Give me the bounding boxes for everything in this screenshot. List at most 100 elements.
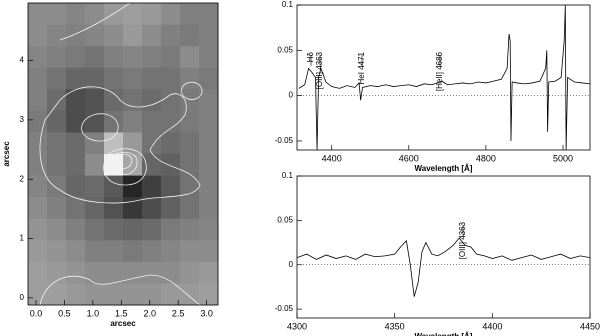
pixel [142, 67, 162, 90]
contours [39, 2, 203, 306]
pixel [142, 283, 162, 306]
pixel [123, 3, 143, 26]
x-tick-label: 5000 [553, 153, 573, 163]
pixel [66, 283, 86, 306]
pixel [123, 218, 143, 241]
pixel [47, 283, 67, 306]
pixel [199, 46, 219, 69]
spectrum-line [298, 5, 590, 150]
pixel [66, 197, 86, 220]
pixel [28, 132, 48, 155]
x-tick-label: 4350 [385, 321, 405, 331]
x-axis-label: arcsec [110, 319, 136, 328]
pixel [161, 3, 181, 26]
contour [59, 2, 131, 41]
pixel [199, 154, 219, 177]
pixel [85, 24, 105, 47]
pixel [28, 218, 48, 241]
pixel [104, 197, 124, 220]
pixel [123, 240, 143, 263]
x-tick-label: 4400 [322, 153, 342, 163]
pixel [161, 89, 181, 112]
y-tick-label: 0 [289, 260, 294, 269]
contour [103, 148, 147, 186]
pixel [104, 240, 124, 263]
contour [181, 81, 203, 100]
pixel [142, 3, 162, 26]
pixel [104, 132, 124, 155]
annotation: Hδ [306, 51, 315, 62]
x-tick-label: 3.0 [200, 308, 213, 318]
pixel [47, 197, 67, 220]
pixel [161, 24, 181, 47]
pixel [142, 132, 162, 155]
x-tick-label: 4600 [399, 153, 419, 163]
pixel [104, 261, 124, 284]
annotation: [HeII] 4686 [435, 51, 444, 91]
y-tick-label: 4 [20, 56, 25, 65]
pixel [161, 67, 181, 90]
pixel [66, 3, 86, 26]
pixel [66, 218, 86, 241]
contour [39, 274, 201, 306]
pixel [104, 218, 124, 241]
heatmap [28, 3, 219, 306]
pixel [104, 175, 124, 198]
pixel [66, 240, 86, 263]
pixel [47, 24, 67, 47]
pixel [85, 89, 105, 112]
pixel [199, 24, 219, 47]
pixel [142, 240, 162, 263]
contour [111, 151, 138, 175]
pixel [180, 175, 200, 198]
x-axis-label: Wavelength [Å] [415, 164, 473, 173]
pixel [123, 154, 143, 177]
contour [114, 153, 133, 169]
pixel [85, 175, 105, 198]
pixel [28, 197, 48, 220]
pixel [104, 283, 124, 306]
pixel [199, 132, 219, 155]
pixel [104, 67, 124, 90]
pixel [199, 3, 219, 26]
plot-frame [296, 4, 591, 151]
pixel [199, 110, 219, 133]
y-tick-label: 0 [20, 293, 25, 302]
pixel [161, 132, 181, 155]
pixel [85, 67, 105, 90]
y-tick-label: 0 [289, 91, 294, 100]
plot-frame [27, 2, 219, 306]
pixel [161, 110, 181, 133]
annotation: HeI 4471 [357, 51, 366, 84]
x-tick-label: 4450 [580, 321, 600, 331]
x-tick-label: 4800 [476, 153, 496, 163]
pixel [180, 218, 200, 241]
pixel [123, 24, 143, 47]
pixel [47, 240, 67, 263]
pixel [123, 67, 143, 90]
y-axis-label: arcsec [2, 141, 11, 167]
pixel [47, 3, 67, 26]
pixel [47, 218, 67, 241]
pixel [47, 46, 67, 69]
pixel [85, 197, 105, 220]
pixel [180, 283, 200, 306]
pixel [199, 89, 219, 112]
pixel [180, 46, 200, 69]
pixel [28, 3, 48, 26]
pixel [28, 240, 48, 263]
pixel [66, 24, 86, 47]
pixel [66, 154, 86, 177]
pixel [142, 218, 162, 241]
pixel [85, 46, 105, 69]
pixel [161, 240, 181, 263]
pixel [47, 89, 67, 112]
pixel [47, 67, 67, 90]
pixel [123, 261, 143, 284]
pixel [199, 197, 219, 220]
pixel [66, 67, 86, 90]
pixel [123, 283, 143, 306]
y-tick-label: -0.05 [275, 304, 294, 313]
pixel [104, 46, 124, 69]
